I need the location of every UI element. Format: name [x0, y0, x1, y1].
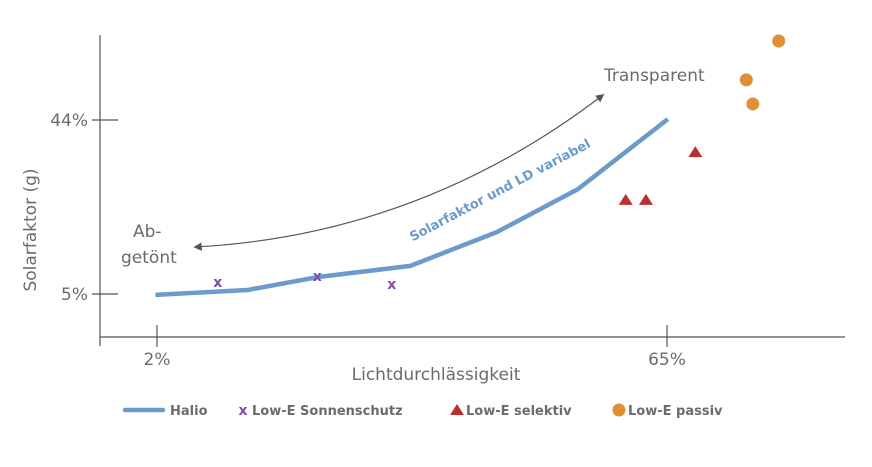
point-low-e-passiv — [739, 73, 753, 87]
legend-item: Low-E selektiv — [450, 404, 572, 419]
legend-label: Low-E passiv — [628, 404, 723, 419]
series-line-halio — [155, 117, 670, 298]
point-low-e-passiv — [772, 34, 786, 48]
point-low-e-passiv — [746, 97, 760, 111]
y-axis-label: Solarfaktor (g) — [21, 168, 41, 291]
x-tick-label: 65% — [648, 350, 686, 370]
y-tick-label: 5% — [61, 285, 88, 305]
transparency-arrow — [193, 93, 605, 251]
legend-item: x Low-E Sonnenschutz — [238, 403, 402, 419]
point-low-e-selektiv — [638, 193, 653, 205]
legend-label: Low-E selektiv — [466, 404, 572, 419]
x-tick-label: 2% — [144, 350, 171, 370]
legend-swatch: x — [238, 403, 247, 419]
annotation-tinted-1: Ab- — [133, 222, 162, 242]
point-low-e-sonnenschutz: x — [313, 269, 322, 285]
point-low-e-selektiv — [688, 146, 703, 158]
legend-label: Low-E Sonnenschutz — [252, 404, 403, 419]
legend-label: Halio — [170, 404, 208, 419]
legend-swatch — [612, 403, 626, 417]
annotation-transparent: Transparent — [603, 66, 705, 86]
x-axis-label: Lichtdurchlässigkeit — [352, 365, 521, 385]
point-low-e-sonnenschutz: x — [213, 275, 222, 291]
legend-item: Halio — [122, 404, 208, 419]
point-low-e-selektiv — [618, 193, 633, 205]
y-tick-label: 44% — [50, 111, 88, 131]
annotation-tinted-2: getönt — [121, 248, 177, 268]
legend-swatch — [450, 404, 464, 415]
legend-item: Low-E passiv — [612, 403, 723, 419]
point-low-e-sonnenschutz: x — [387, 277, 396, 293]
